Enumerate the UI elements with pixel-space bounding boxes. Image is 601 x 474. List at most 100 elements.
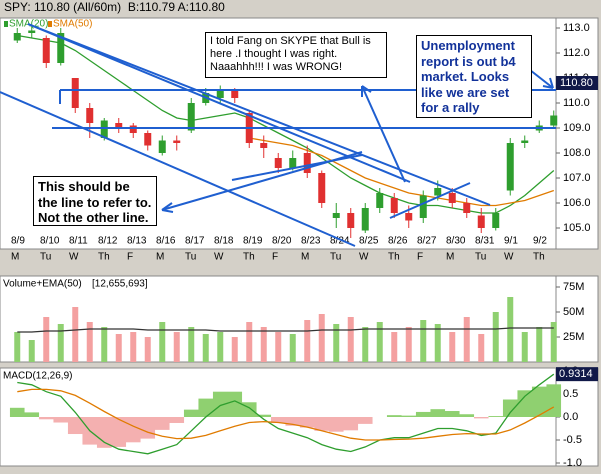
- candle-body: [318, 173, 326, 203]
- last-price-label: 110.80: [560, 77, 593, 89]
- candle-body: [448, 193, 456, 203]
- x-tick-label: Th: [98, 252, 110, 263]
- x-tick-label: F: [417, 252, 423, 263]
- y-tick-label: -1.0: [563, 457, 582, 469]
- candle-body: [434, 188, 442, 196]
- legend-swatch: [48, 21, 52, 27]
- volume-bar: [449, 332, 456, 362]
- macd-histogram: [299, 417, 315, 428]
- x-tick-label: 8/10: [40, 236, 60, 247]
- x-tick-label: W: [359, 252, 369, 263]
- macd-histogram: [38, 417, 54, 420]
- macd-histogram: [183, 409, 199, 417]
- macd-histogram: [531, 386, 547, 417]
- volume-ema: [17, 327, 554, 333]
- macd-histogram: [546, 384, 562, 417]
- x-tick-label: 9/1: [504, 236, 518, 247]
- volume-bar: [57, 324, 64, 362]
- candle-body: [289, 158, 297, 168]
- candle-body: [71, 78, 79, 108]
- volume-bar: [188, 327, 195, 362]
- volume-bar: [231, 337, 238, 362]
- x-tick-label: Tu: [330, 252, 341, 263]
- x-tick-label: M: [301, 252, 309, 263]
- volume-bar: [260, 327, 267, 362]
- x-tick-label: 8/18: [214, 236, 234, 247]
- candle-body: [361, 208, 369, 231]
- candle-body: [260, 143, 268, 148]
- x-tick-label: M: [11, 252, 19, 263]
- volume-bar: [347, 317, 354, 362]
- macd-histogram: [169, 417, 185, 423]
- macd-histogram: [430, 409, 446, 417]
- x-tick-label: Th: [533, 252, 545, 263]
- volume-bar: [217, 332, 224, 362]
- candle-body: [332, 213, 340, 218]
- volume-bar: [550, 322, 557, 362]
- x-tick-label: 8/12: [98, 236, 118, 247]
- candle-body: [115, 123, 123, 128]
- candle-body: [303, 153, 311, 173]
- volume-bar: [304, 320, 311, 362]
- volume-bar: [463, 317, 470, 362]
- volume-bar: [376, 322, 383, 362]
- candle-body: [42, 38, 50, 63]
- volume-bar: [72, 307, 79, 362]
- macd-histogram: [241, 402, 257, 417]
- trendline: [27, 23, 491, 206]
- macd-histogram: [53, 417, 69, 423]
- volume-bar: [420, 320, 427, 362]
- macd-histogram: [328, 417, 344, 432]
- candle-body: [144, 133, 152, 146]
- macd-histogram: [357, 417, 373, 424]
- macd-histogram: [444, 411, 460, 417]
- volume-bar: [173, 332, 180, 362]
- y-tick-label: 109.0: [563, 122, 591, 134]
- macd-histogram: [285, 417, 301, 426]
- x-tick-label: 9/2: [533, 236, 547, 247]
- candle-body: [57, 33, 65, 63]
- macd-histogram: [67, 417, 83, 435]
- volume-bar: [130, 332, 137, 362]
- y-tick-label: 112.0: [563, 47, 590, 59]
- candle-body: [173, 140, 181, 143]
- annotation: I told Fang on SKYPE that Bull is here .…: [205, 32, 387, 78]
- candle-body: [390, 198, 398, 213]
- macd-histogram: [227, 391, 243, 417]
- y-tick-label: 113.0: [563, 22, 590, 34]
- arrow-head: [361, 85, 372, 97]
- macd-histogram: [198, 398, 214, 417]
- volume-bar: [492, 312, 499, 362]
- last-price-box: [556, 76, 598, 90]
- candle-body: [187, 103, 195, 131]
- candle-body: [231, 90, 239, 98]
- macd-histogram: [96, 417, 112, 448]
- x-tick-label: Th: [243, 252, 255, 263]
- x-tick-label: 8/11: [69, 236, 88, 247]
- macd-histogram: [314, 417, 330, 431]
- candle-body: [13, 33, 21, 41]
- candle-body: [521, 140, 529, 143]
- x-tick-label: M: [156, 252, 164, 263]
- x-tick-label: Tu: [475, 252, 486, 263]
- volume-bar: [434, 324, 441, 362]
- volume-bar: [86, 322, 93, 362]
- last-value-label: 0.9314: [559, 368, 593, 380]
- macd-histogram: [140, 417, 156, 439]
- x-tick-label: Th: [388, 252, 400, 263]
- x-tick-label: 8/9: [11, 236, 25, 247]
- candle-body: [347, 213, 355, 228]
- x-tick-label: M: [446, 252, 454, 263]
- macd-histogram: [415, 411, 431, 417]
- macd-histogram: [24, 412, 40, 417]
- signal-line: [17, 388, 555, 441]
- x-tick-label: F: [272, 252, 278, 263]
- legend-label: SMA(50): [53, 19, 92, 30]
- volume-bar: [101, 327, 108, 362]
- macd-histogram: [111, 417, 127, 447]
- x-tick-label: 8/20: [272, 236, 292, 247]
- candle-body: [86, 108, 94, 123]
- last-value-box: [556, 367, 598, 382]
- y-tick-label: 75M: [563, 281, 584, 293]
